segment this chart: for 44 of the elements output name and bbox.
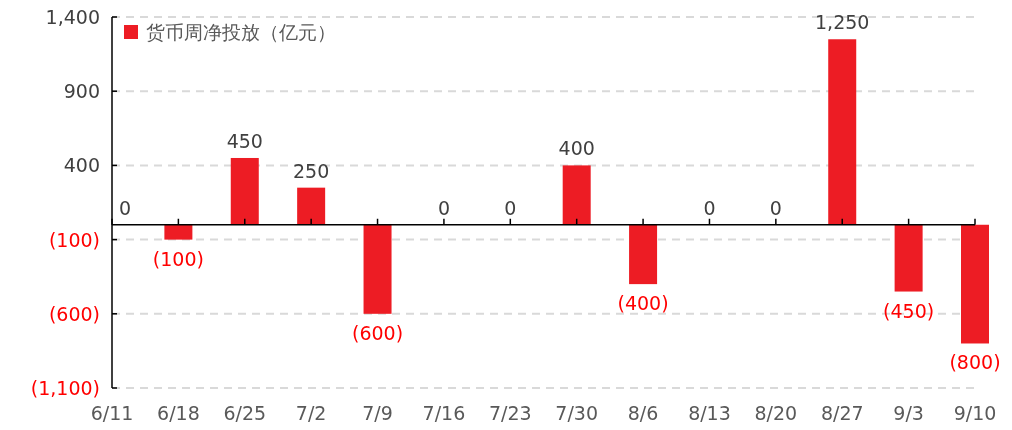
data-label: (600) [351, 321, 404, 344]
bar [363, 224, 392, 314]
data-label: 0 [437, 196, 450, 219]
data-label: 0 [118, 196, 132, 219]
bar [297, 187, 326, 225]
y-tick-label: (1,100) [30, 377, 100, 399]
x-tick-label: 6/25 [223, 402, 267, 424]
x-tick-label: 6/18 [157, 402, 200, 424]
data-label: 400 [558, 137, 595, 160]
y-tick-label: 900 [63, 80, 100, 103]
data-label: 1,250 [815, 11, 870, 34]
data-label: 250 [293, 159, 330, 182]
data-label: 0 [703, 196, 716, 219]
bar [562, 165, 591, 225]
x-tick-label: 9/10 [953, 402, 997, 424]
bar [230, 157, 259, 225]
x-tick-label: 7/30 [555, 402, 599, 424]
y-tick-label: 400 [63, 154, 100, 177]
bar [894, 224, 923, 292]
bar [828, 39, 857, 225]
y-tick-label: (100) [48, 228, 100, 251]
x-tick-label: 7/2 [295, 402, 327, 424]
data-label: (450) [883, 299, 935, 322]
data-label: 0 [504, 196, 517, 219]
x-tick-label: 8/20 [754, 402, 798, 424]
data-label: (400) [617, 292, 669, 315]
x-tick-label: 7/9 [362, 402, 393, 424]
y-tick-label: 1,400 [45, 6, 100, 28]
x-tick-label: 7/16 [422, 402, 466, 424]
x-tick-label: 7/23 [488, 402, 532, 424]
data-label: (100) [152, 247, 204, 270]
data-label: 0 [769, 196, 782, 219]
x-tick-label: 8/6 [627, 402, 659, 424]
data-label: 450 [226, 129, 263, 152]
bar [629, 224, 658, 285]
x-tick-label: 6/11 [90, 402, 134, 424]
legend-label: 货币周净投放（亿元） [146, 21, 336, 43]
x-tick-label: 8/13 [688, 402, 731, 424]
y-tick-label: (600) [48, 302, 100, 325]
x-tick-label: 9/3 [893, 402, 924, 424]
bar [164, 224, 193, 240]
data-label: (800) [949, 351, 1001, 374]
x-tick-label: 8/27 [820, 402, 864, 424]
bar [961, 224, 989, 344]
